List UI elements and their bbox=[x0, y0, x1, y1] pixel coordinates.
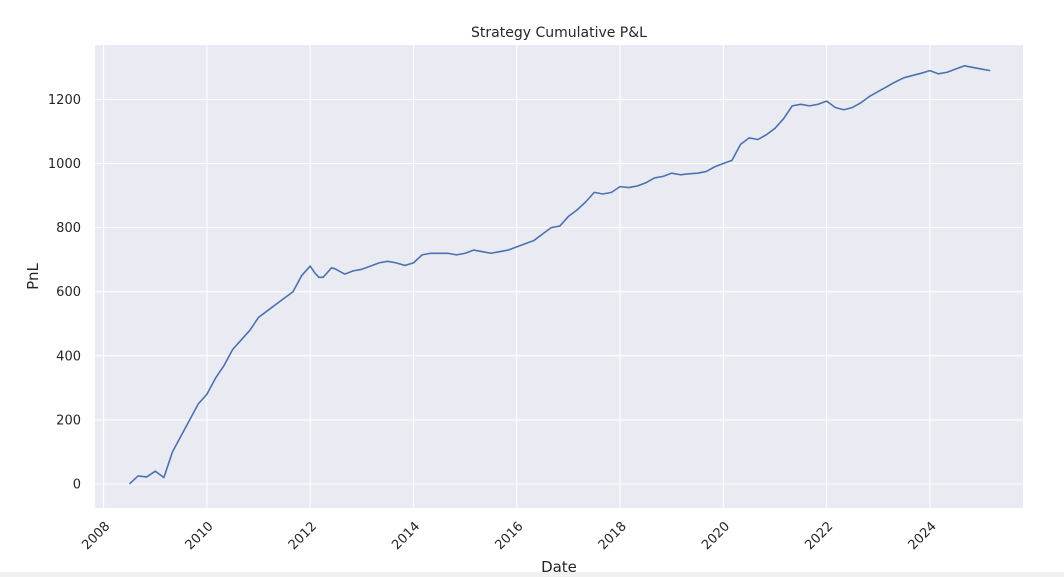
pnl-series-line bbox=[128, 65, 991, 485]
y-tick-label: 400 bbox=[56, 349, 81, 364]
y-axis-ticks: 0 200 400 600 800 1000 1200 bbox=[48, 93, 81, 492]
x-tick-label: 2016 bbox=[492, 519, 526, 553]
x-tick-label: 2010 bbox=[183, 519, 217, 553]
y-tick-label: 0 bbox=[73, 477, 81, 492]
x-gridlines bbox=[103, 45, 931, 508]
y-tick-label: 600 bbox=[56, 285, 81, 300]
y-tick-label: 200 bbox=[56, 413, 81, 428]
y-tick-label: 1000 bbox=[48, 157, 81, 172]
x-tick-label: 2024 bbox=[906, 519, 940, 553]
window-bottom-edge bbox=[0, 572, 1064, 577]
x-tick-label: 2014 bbox=[389, 519, 423, 553]
x-axis-label: Date bbox=[541, 558, 577, 576]
x-tick-label: 2012 bbox=[286, 519, 320, 553]
chart-title: Strategy Cumulative P&L bbox=[471, 25, 647, 41]
x-tick-label: 2008 bbox=[79, 519, 113, 553]
x-tick-label: 2022 bbox=[802, 519, 836, 553]
x-tick-label: 2020 bbox=[699, 519, 733, 553]
y-tick-label: 1200 bbox=[48, 93, 81, 108]
x-tick-label: 2018 bbox=[596, 519, 630, 553]
y-axis-label: PnL bbox=[24, 263, 42, 290]
y-gridlines bbox=[95, 98, 1023, 485]
x-axis-ticks: 2008 2010 2012 2014 2016 2018 2020 2022 2024 bbox=[79, 519, 939, 553]
y-tick-label: 800 bbox=[56, 221, 81, 236]
plot-area bbox=[95, 45, 1023, 508]
